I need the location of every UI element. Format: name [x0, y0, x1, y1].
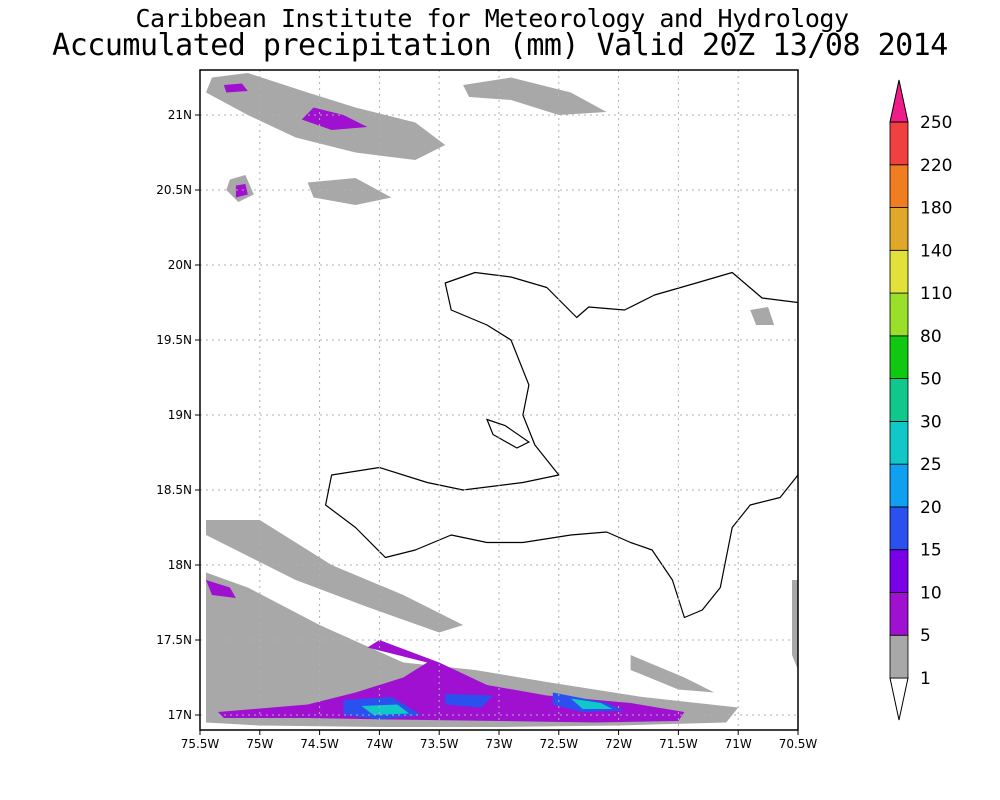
legend-color-box — [889, 121, 909, 166]
legend-label: 15 — [920, 541, 942, 561]
legend-color-box — [889, 463, 909, 508]
tick-label-lat: 21N — [168, 108, 192, 122]
precip-area-25mm — [361, 704, 410, 715]
legend-label: 50 — [920, 370, 942, 390]
legend-color-box — [889, 335, 909, 380]
precip-area-1mm — [206, 520, 464, 633]
legend-arrow-high — [889, 79, 909, 123]
gonave-island-outline — [485, 418, 531, 449]
legend-label: 180 — [920, 199, 952, 219]
tick-label-lon: 73.5W — [420, 737, 459, 751]
chart-title-line2: Accumulated precipitation (mm) Valid 20Z… — [52, 28, 948, 63]
tick-label-lat: 20.5N — [156, 183, 192, 197]
precip-area-5mm — [223, 83, 248, 93]
tick-label-lat: 17N — [168, 708, 192, 722]
precip-area-1mm — [307, 178, 392, 205]
legend-color-box — [889, 506, 909, 551]
tick-label-lat: 18.5N — [156, 483, 192, 497]
legend-color-box — [889, 207, 909, 251]
legend-label: 30 — [920, 412, 942, 432]
tick-label-lon: 73W — [485, 737, 512, 751]
legend-label: 80 — [920, 327, 942, 347]
map-axis-ticks: 75.5W 75W 74.5W 74W 73.5W 73W 72.5W 72W 71.5W 71W… — [156, 108, 817, 751]
precip-area-1mm — [463, 77, 607, 115]
legend-color-box — [889, 249, 909, 294]
tick-label-lon: 75W — [246, 737, 273, 751]
precip-area-5mm — [301, 107, 368, 130]
precip-area-1mm — [630, 655, 715, 693]
legend-color-box — [889, 549, 909, 593]
legend-arrow-low — [889, 677, 909, 721]
tick-label-lon: 75.5W — [181, 737, 220, 751]
legend-color-box — [889, 164, 909, 208]
precip-area-1mm — [792, 580, 798, 670]
precip-area-1mm — [206, 572, 739, 727]
legend-label: 25 — [920, 455, 942, 475]
chart-title-line1: Caribbean Institute for Meteorology and … — [135, 4, 849, 33]
legend-label: 20 — [920, 498, 942, 518]
legend-label: 10 — [920, 583, 942, 603]
legend-label: 220 — [920, 156, 952, 176]
legend-label: 110 — [920, 284, 952, 304]
legend-label: 5 — [920, 626, 931, 646]
tick-label-lon: 71.5W — [659, 737, 698, 751]
legend-color-box — [889, 634, 909, 679]
legend-label: 140 — [920, 241, 952, 261]
precip-area-25mm — [570, 698, 613, 709]
legend-label: 250 — [920, 113, 952, 133]
tick-label-lon: 72W — [605, 737, 632, 751]
tick-label-lon: 71W — [725, 737, 752, 751]
legend-color-box — [889, 378, 909, 422]
legend-color-box — [889, 420, 909, 465]
hispaniola-coastline — [325, 271, 798, 619]
precip-area-15mm — [445, 694, 493, 708]
tick-label-lon: 74.5W — [300, 737, 339, 751]
tick-label-lat: 17.5N — [156, 633, 192, 647]
precipitation-contours — [206, 73, 798, 727]
tick-label-lat: 18N — [168, 558, 192, 572]
legend-label: 1 — [920, 669, 931, 689]
precip-area-5mm — [206, 580, 236, 598]
tick-label-lat: 20N — [168, 258, 192, 272]
precip-area-1mm — [750, 307, 775, 325]
tick-label-lon: 74W — [366, 737, 393, 751]
tick-label-lon: 70.5W — [779, 737, 818, 751]
tick-label-lat: 19.5N — [156, 333, 192, 347]
legend-color-box — [889, 292, 909, 337]
tick-label-lat: 19N — [168, 408, 192, 422]
hispaniola-outline — [325, 271, 798, 619]
precip-area-5mm — [235, 184, 248, 198]
tick-label-lon: 72.5W — [540, 737, 579, 751]
legend-color-box — [889, 592, 909, 636]
